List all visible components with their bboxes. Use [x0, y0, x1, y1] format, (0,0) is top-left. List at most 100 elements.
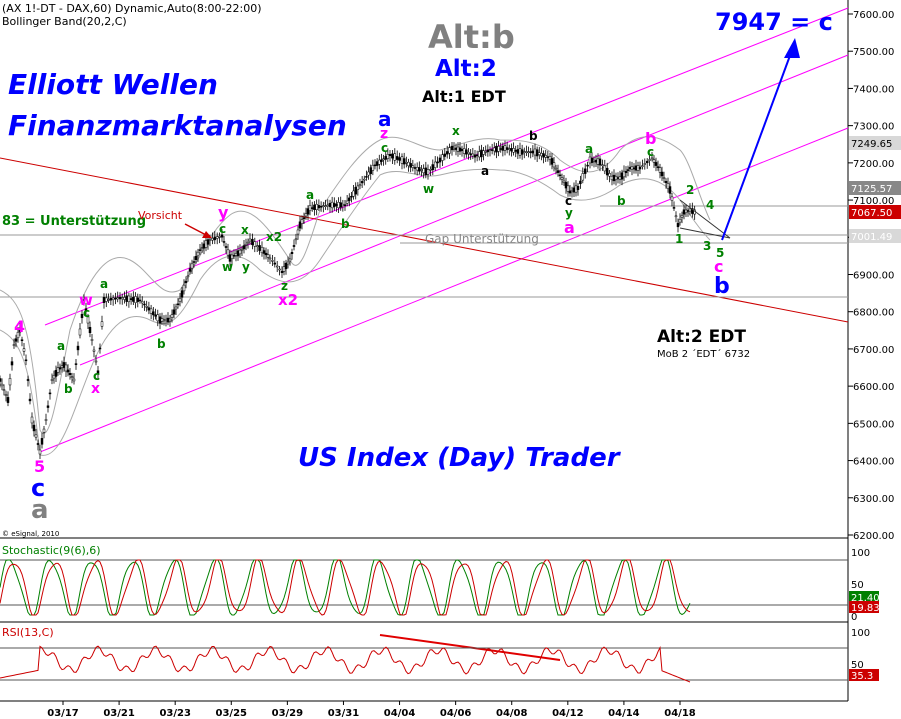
candle-body: [40, 438, 44, 445]
candle-body: [54, 369, 58, 377]
stochastic-series: [0, 559, 691, 616]
title-finanz: Finanzmarktanalysen: [8, 109, 347, 142]
candle-body: [310, 207, 314, 209]
tag-7249: 7249.65: [851, 139, 892, 150]
wave-2: 2: [686, 183, 694, 197]
candle-body: [601, 164, 604, 166]
rsi-series: [0, 645, 691, 683]
candle-body: [438, 157, 442, 163]
wave-labels: 4 5 c a a b w c x c a b y c w x y x2 z x…: [14, 107, 730, 525]
candle-body: [100, 321, 104, 327]
candle-body: [70, 376, 74, 378]
candle-body: [626, 169, 630, 171]
candle-body: [375, 161, 379, 166]
candle-body: [450, 145, 454, 151]
candle-body: [248, 238, 252, 242]
candle-body: [271, 260, 274, 262]
candle-body: [527, 151, 530, 154]
candle-body: [328, 202, 332, 208]
candle-body: [586, 164, 589, 167]
candle-body: [164, 318, 168, 322]
price-tick-label: 6900.00: [853, 271, 894, 282]
target-label: 7947 = c: [715, 8, 833, 36]
candle-body: [244, 243, 248, 246]
candle-body: [373, 164, 377, 167]
candle-body: [94, 360, 98, 363]
candle-body: [448, 147, 451, 154]
wave-a6: a: [585, 142, 593, 156]
candle-body: [127, 295, 131, 303]
candle-body: [520, 149, 524, 155]
candle-body: [202, 243, 206, 249]
candle-body: [505, 147, 509, 150]
candle-body: [90, 339, 94, 341]
candle-body: [603, 165, 607, 172]
candle-body: [583, 168, 587, 174]
candle-body: [666, 183, 670, 189]
candle-body: [550, 158, 554, 165]
candle-body: [503, 145, 507, 151]
rsi-label: RSI(13,C): [2, 626, 54, 639]
rsi-tick-50: 50: [851, 660, 864, 671]
candle-body: [218, 236, 221, 238]
candle-body: [154, 314, 157, 317]
candle-body: [132, 296, 135, 302]
candle-body: [166, 317, 170, 323]
candle-body: [467, 151, 470, 155]
candle-body: [348, 197, 351, 201]
candle-body: [262, 250, 266, 254]
candle-body: [499, 148, 502, 150]
price-tick-label: 6800.00: [853, 308, 894, 319]
price-candles: [0, 140, 696, 459]
candle-body: [129, 298, 133, 300]
candle-body: [294, 238, 298, 241]
candle-body: [638, 166, 642, 170]
candle-body: [4, 394, 8, 396]
price-tick-label: 6600.00: [853, 382, 894, 393]
candle-body: [424, 167, 428, 176]
candle-body: [160, 318, 164, 322]
candle-body: [275, 265, 279, 268]
candle-body: [605, 167, 609, 176]
candle-body: [60, 365, 64, 368]
candle-body: [98, 347, 102, 350]
candle-body: [508, 148, 511, 150]
candle-body: [598, 158, 602, 166]
candle-body: [123, 297, 126, 300]
wave-c7: c: [647, 145, 654, 159]
candle-body: [22, 348, 26, 352]
candle-body: [658, 167, 662, 173]
stoch-label: Stochastic(9(6),6): [2, 544, 101, 557]
candle-body: [238, 249, 242, 255]
candle-body: [612, 174, 616, 182]
candle-body: [518, 148, 522, 156]
candle-body: [292, 245, 296, 247]
candle-body: [426, 169, 430, 175]
candle-body: [574, 185, 578, 193]
candle-body: [68, 373, 72, 375]
candle-body: [28, 398, 32, 402]
candle-body: [16, 331, 20, 339]
candle-body: [564, 182, 568, 189]
candle-body: [140, 301, 144, 304]
candle-body: [339, 202, 342, 208]
tag-7001-bg: [849, 229, 901, 243]
candle-body: [206, 239, 210, 245]
price-channel: [39, 7, 849, 453]
candle-body: [514, 149, 517, 152]
wave-4: 4: [14, 317, 25, 336]
candle-body: [52, 374, 56, 379]
candle-body: [510, 148, 513, 152]
candle-body: [641, 165, 644, 167]
wave-c3: c: [219, 222, 226, 236]
candle-body: [540, 153, 543, 157]
wave-c-top: c: [381, 141, 388, 155]
candle-body: [213, 236, 217, 241]
candle-body: [407, 161, 410, 167]
stoch-tick-50: 50: [851, 580, 864, 591]
candle-body: [460, 149, 464, 151]
candle-body: [2, 389, 6, 391]
candle-body: [345, 200, 349, 204]
candle-body: [66, 369, 70, 373]
alt2-edt: Alt:2 EDT: [657, 327, 746, 347]
